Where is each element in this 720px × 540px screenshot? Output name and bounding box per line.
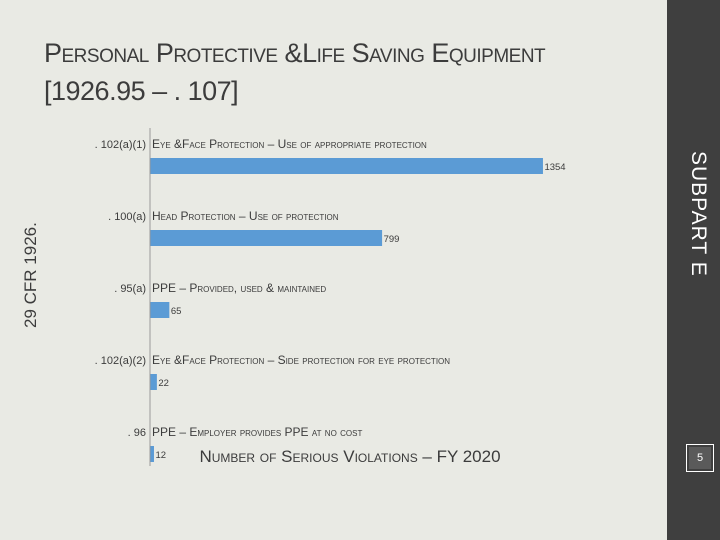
category-code-label: . 102(a)(2) <box>95 355 146 367</box>
page-number-badge: 5 <box>686 444 714 472</box>
bar <box>150 374 157 390</box>
bar <box>150 230 383 246</box>
slide-title-line-2: [1926.95 – . 107] <box>44 76 239 106</box>
bar-value-label: 1354 <box>544 162 565 173</box>
category-code-label: . 96 <box>128 427 146 439</box>
category-description-label: Eye &Face Protection – Use of appropriat… <box>152 137 427 151</box>
bar-value-label: 65 <box>171 306 182 317</box>
x-axis-title: Number of Serious Violations – FY 2020 <box>199 447 501 466</box>
bar <box>150 158 543 174</box>
slide-title-line-1: Personal Protective &Life Saving Equipme… <box>44 38 546 68</box>
bar <box>150 446 154 462</box>
category-code-label: . 102(a)(1) <box>95 139 146 151</box>
bar-value-label: 22 <box>158 378 169 389</box>
category-code-label: . 100(a) <box>108 211 146 223</box>
bar <box>150 302 170 318</box>
subpart-label: SUBPART E <box>687 151 710 277</box>
bar-value-label: 12 <box>155 450 166 461</box>
category-description-label: PPE – Employer provides PPE at no cost <box>152 425 362 439</box>
category-description-label: PPE – Provided, used & maintained <box>152 281 326 295</box>
bar-value-label: 799 <box>384 234 400 245</box>
category-code-label: . 95(a) <box>114 283 146 295</box>
category-description-label: Head Protection – Use of protection <box>152 209 339 223</box>
slide-title: Personal Protective &Life Saving Equipme… <box>44 34 644 110</box>
category-description-label: Eye &Face Protection – Side protection f… <box>152 353 450 367</box>
